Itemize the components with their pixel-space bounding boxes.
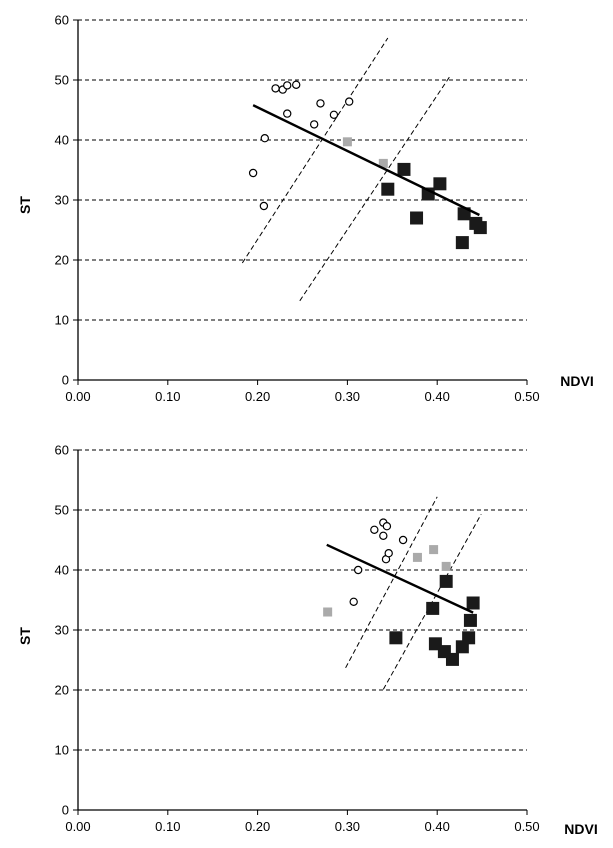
data-point-open-circle [292,80,301,90]
data-point-black-square [463,613,477,627]
data-point-grey-square [342,137,352,147]
data-point-open-circle [344,97,354,106]
y-tick-label: 50 [55,503,69,518]
y-tick-label: 10 [55,313,69,328]
y-tick-label: 40 [55,133,69,148]
data-point-open-circle [353,565,363,575]
data-point-open-circle [271,84,280,93]
x-tick-label: 0.10 [155,819,180,834]
x-axis-label: NDVI [560,373,593,389]
y-tick-label: 40 [55,563,69,578]
y-tick-label: 0 [62,803,69,818]
data-point-black-square [462,631,476,645]
data-point-grey-square [323,607,333,617]
data-point-open-circle [309,120,319,129]
boundary-line [299,74,452,302]
y-axis-label: ST [17,627,33,645]
y-tick-label: 50 [55,73,69,88]
data-point-open-circle [370,525,379,535]
data-point-black-square [439,574,453,588]
x-tick-label: 0.10 [155,389,180,404]
data-point-black-square [457,207,471,221]
fit-line [252,104,480,217]
y-tick-label: 60 [55,443,69,458]
data-point-black-square [473,221,487,235]
boundary-line [382,513,482,690]
x-tick-label: 0.00 [65,389,90,404]
scatter-panel-1: 0 10 20 30 40 50 60 0.00 0.10 0.20 0.30 0.40 0.50 ST N… [17,13,594,405]
data-point-open-circle [260,133,269,143]
data-point-open-circle [398,535,408,545]
data-point-open-circle [316,99,325,108]
y-tick-label: 10 [55,743,69,758]
data-point-black-square [410,211,424,225]
data-point-grey-square [429,545,439,555]
data-point-open-circle [384,549,393,558]
y-tick-label: 60 [55,13,69,28]
data-point-open-circle [283,109,292,118]
data-point-open-circle [379,531,388,541]
data-point-black-square [445,652,459,666]
data-point-black-square [433,177,447,191]
boundary-line [241,37,389,264]
y-tick-label: 30 [55,193,69,208]
data-point-grey-square [441,561,451,571]
data-point-open-circle [283,81,292,90]
fit-line [326,543,474,614]
x-tick-label: 0.40 [425,819,450,834]
y-tick-label: 30 [55,623,69,638]
data-point-open-circle [329,110,339,120]
data-point-open-circle [259,201,269,211]
boundary-line [345,496,438,669]
data-point-grey-square [378,158,388,168]
x-tick-label: 0.20 [245,819,270,834]
data-point-open-circle [382,522,392,531]
y-axis-label: ST [17,196,33,214]
data-point-black-square [455,236,469,250]
y-tick-label: 20 [55,683,69,698]
data-point-black-square [381,182,395,196]
x-tick-label: 0.30 [335,819,360,834]
data-point-black-square [466,596,480,610]
data-point-open-circle [349,597,358,607]
y-tick-label: 0 [62,373,69,388]
x-tick-label: 0.50 [514,819,539,834]
x-tick-label: 0.00 [65,819,90,834]
data-point-black-square [426,601,440,615]
x-tick-label: 0.30 [335,389,360,404]
x-tick-label: 0.20 [245,389,270,404]
data-point-grey-square [412,552,422,562]
data-point-black-square [389,631,403,645]
data-point-open-circle [248,168,258,178]
x-tick-label: 0.40 [425,389,450,404]
x-tick-label: 0.50 [514,389,539,404]
scatter-panel-2: 0 10 20 30 40 50 60 0.00 0.10 0.20 0.30 0.40 0.50 ST N… [17,443,598,838]
data-point-black-square [397,162,411,176]
y-tick-label: 20 [55,253,69,268]
x-axis-label: NDVI [564,821,597,837]
